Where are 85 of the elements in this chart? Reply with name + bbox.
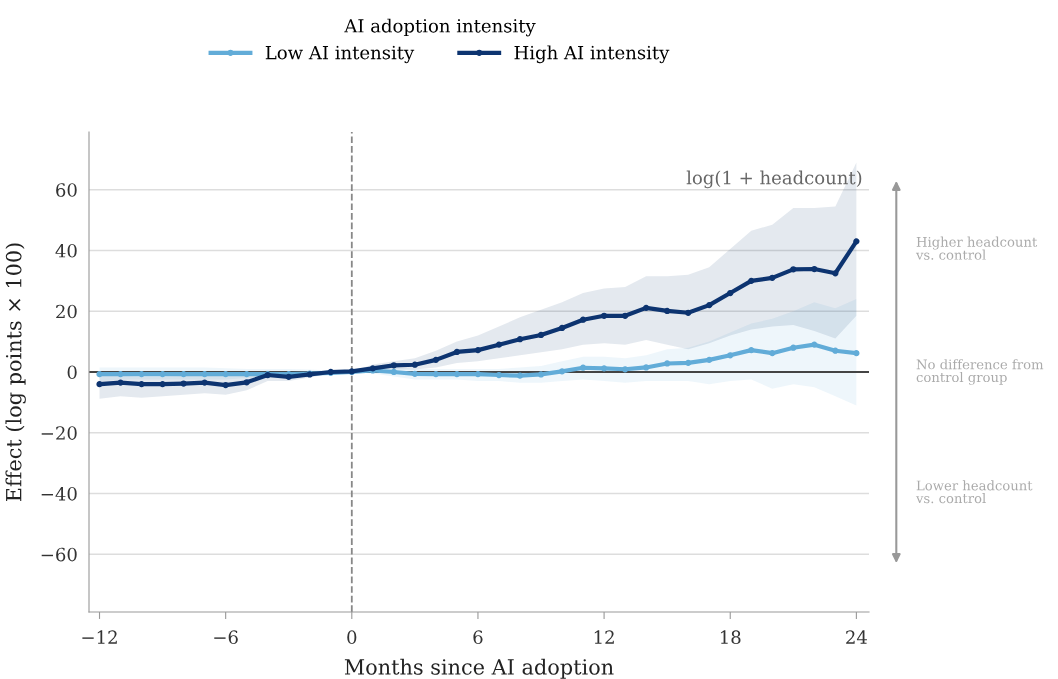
point [390,362,397,369]
text: Higher headcount vs. control [915,236,1038,260]
point [600,365,608,372]
y-axis-title: Effect (log points × 100) [5,243,26,502]
point [411,361,419,368]
text: Lower headcount vs. control [915,480,1033,504]
point [537,371,545,378]
point [243,371,250,378]
y-tick-label: 0 [67,365,77,380]
point [790,344,797,351]
point [727,289,734,297]
point [411,370,419,377]
point [558,324,566,332]
point [159,371,166,378]
point [453,371,461,378]
point [621,366,629,373]
point [748,347,755,354]
y-tick-label: 60 [56,183,77,197]
point [243,379,250,386]
point [138,381,145,388]
x-tick-label: 12 [594,630,614,644]
point [180,380,187,387]
point [643,364,650,371]
point [832,270,839,277]
text: No difference from control group [916,359,1044,385]
point [222,371,229,378]
point [706,302,713,309]
point [96,371,103,378]
point [769,274,776,281]
x-axis-title: Months since AI adoption [344,658,614,679]
point [474,371,482,378]
point [495,341,503,348]
y-tick-label: 40 [55,243,77,258]
x-tick-label: 6 [473,630,483,645]
annotation: log(1 + headcount) [686,170,862,189]
legend-title: AI adoption intensity [344,18,536,37]
y-tick-label: −60 [41,547,77,562]
y-tick-label: −40 [41,486,77,501]
point [516,372,524,379]
point [664,307,671,315]
point [706,356,713,363]
point [180,371,187,378]
point [537,331,545,339]
point [600,312,608,319]
point [558,368,566,375]
legend-label: High AI intensity [514,45,670,64]
point [117,371,124,378]
point [621,312,629,319]
point [474,347,482,354]
point [453,348,461,356]
x-tick-label: −6 [214,630,238,645]
point [432,356,440,363]
point [117,379,124,386]
point [748,277,755,284]
point [790,266,797,273]
point [769,350,776,357]
point [811,265,818,273]
point [159,381,166,388]
point [727,352,734,359]
point [432,371,440,378]
point [138,371,145,378]
point [201,371,208,378]
x-tick-label: −12 [82,630,117,644]
point [579,364,587,371]
point [579,316,587,323]
point [96,381,103,388]
point [811,341,818,348]
y-tick-label: 20 [56,304,77,319]
legend-label: Low AI intensity [265,45,415,64]
point [853,350,860,357]
x-tick-label: 18 [720,630,741,645]
point [685,359,692,367]
point [664,360,671,367]
point [495,371,503,379]
x-tick-label: 0 [347,630,357,645]
point [832,347,839,354]
point [222,381,229,389]
point [643,304,650,312]
point [685,309,692,316]
y-tick-label: −20 [41,426,77,440]
point [390,368,397,376]
point [516,336,524,343]
point [201,379,208,386]
point [853,238,860,245]
x-tick-label: 24 [846,630,867,644]
